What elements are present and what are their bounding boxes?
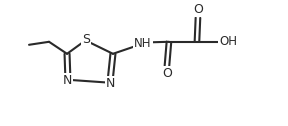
Text: O: O xyxy=(162,67,172,80)
Text: N: N xyxy=(106,77,115,90)
Text: O: O xyxy=(193,3,203,16)
Text: S: S xyxy=(82,33,90,46)
Text: NH: NH xyxy=(134,37,152,50)
Text: OH: OH xyxy=(219,35,237,48)
Text: N: N xyxy=(62,74,72,87)
